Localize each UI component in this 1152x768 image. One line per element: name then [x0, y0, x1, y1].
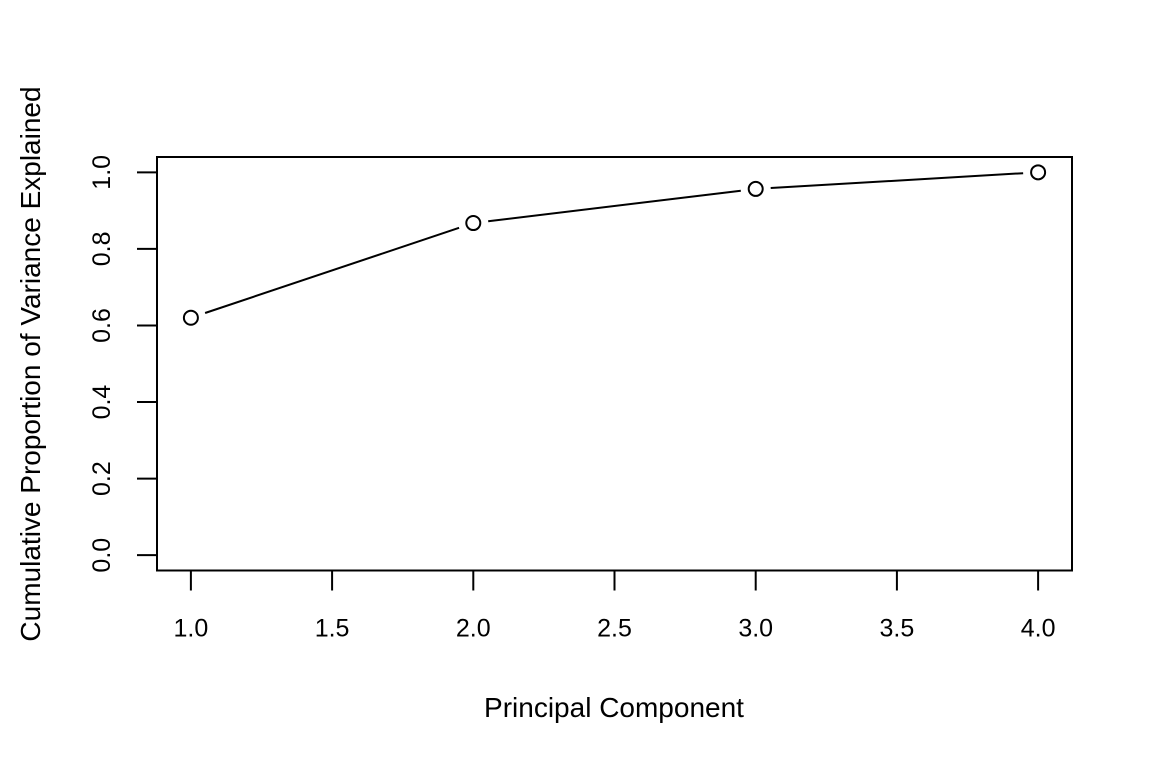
y-axis-tick-label: 0.6 — [88, 308, 116, 343]
y-axis-title: Cumulative Proportion of Variance Explai… — [15, 86, 46, 641]
plot-box — [156, 156, 1073, 572]
x-axis-tick-label: 3.5 — [880, 615, 915, 643]
data-point-marker — [182, 309, 199, 326]
y-axis-tick-label: 1.0 — [88, 155, 116, 190]
series-line-segment — [770, 172, 1024, 190]
x-axis-tick-label: 3.0 — [738, 615, 773, 643]
y-axis-tick-label: 0.8 — [88, 232, 116, 267]
y-axis-tick-label: 0.4 — [88, 385, 116, 420]
series-line-segment — [204, 226, 460, 314]
data-point-marker — [1030, 164, 1047, 181]
data-point-marker — [465, 215, 482, 232]
y-axis-tick-label: 0.0 — [88, 538, 116, 573]
x-axis-tick-label: 2.5 — [597, 615, 632, 643]
x-axis-tick-label: 1.5 — [315, 615, 350, 643]
data-point-marker — [747, 180, 764, 197]
y-axis-tick-label: 0.2 — [88, 461, 116, 496]
x-axis-title: Principal Component — [484, 692, 744, 723]
x-axis-tick-label: 2.0 — [456, 615, 491, 643]
x-axis-tick-label: 1.0 — [174, 615, 209, 643]
series-line-segment — [488, 189, 741, 223]
x-axis-tick-label: 4.0 — [1021, 615, 1056, 643]
